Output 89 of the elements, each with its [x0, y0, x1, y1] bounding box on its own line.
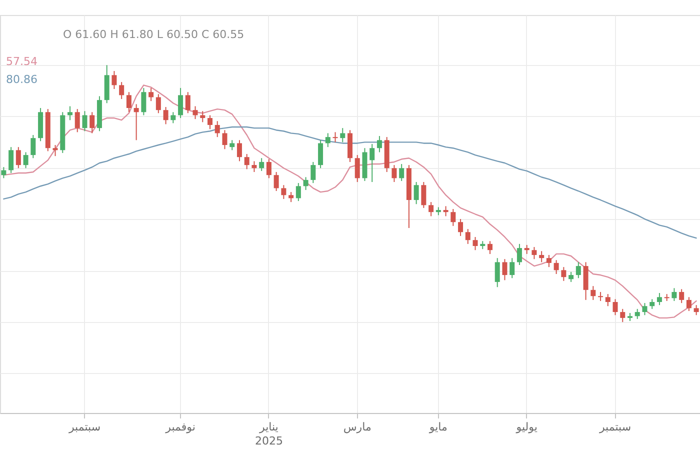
candlestick — [281, 184, 286, 200]
text: 57.54 — [6, 55, 38, 68]
candlestick — [605, 294, 610, 307]
candlestick — [354, 154, 360, 183]
candlestick — [8, 146, 14, 174]
candlestick — [494, 258, 500, 288]
candlestick — [620, 308, 626, 323]
candlestick — [134, 104, 139, 141]
candlestick — [288, 192, 294, 203]
candlestick — [141, 87, 146, 116]
candlestick — [222, 130, 228, 150]
x-tick-label: سبتمبر — [598, 420, 632, 434]
text: O 61.60 H 61.80 L 60.50 C 60.55 — [63, 28, 244, 41]
candlestick — [325, 132, 330, 148]
candlestick — [583, 262, 588, 300]
candlestick — [450, 208, 456, 226]
candlestick — [642, 302, 648, 316]
candlestick — [200, 110, 206, 123]
candlestick — [672, 288, 677, 302]
candlestick — [370, 143, 375, 183]
candlestick — [428, 202, 434, 217]
candlestick — [561, 266, 566, 282]
candlestick — [318, 140, 324, 169]
candlestick — [68, 106, 72, 121]
candlestick — [178, 87, 184, 119]
x-tick-label: نوفمبر — [164, 420, 196, 434]
candlestick — [126, 92, 132, 113]
candlestick — [296, 182, 301, 202]
candlestick — [414, 182, 419, 205]
candlestick — [568, 271, 574, 282]
x-tick-label: مايو — [428, 420, 448, 434]
candlestick — [119, 82, 124, 100]
candlestick — [443, 206, 448, 217]
candlestick — [52, 144, 58, 157]
candlestick — [694, 304, 699, 316]
candlestick — [90, 112, 95, 134]
candlestick — [546, 254, 552, 268]
candlestick — [465, 228, 470, 244]
candlestick — [303, 176, 308, 190]
candlestick — [472, 236, 478, 251]
candlestick — [679, 288, 684, 304]
candlestick — [590, 286, 596, 300]
candlestick — [185, 92, 190, 114]
candlestick — [208, 114, 212, 130]
x-tick-label: مارس — [343, 420, 372, 434]
candlestick — [650, 298, 655, 310]
candlestick — [376, 136, 382, 153]
candlestick — [74, 108, 80, 133]
candlestick — [634, 308, 640, 320]
candlestick — [310, 161, 316, 184]
candlestick — [214, 120, 220, 138]
candlestick — [244, 154, 250, 170]
candlestick — [170, 112, 176, 124]
x-tick-label: سبتمبر — [68, 420, 101, 434]
candlestick — [252, 160, 257, 172]
candlestick — [340, 128, 346, 143]
candlestick — [230, 140, 235, 151]
candlestick — [192, 106, 198, 120]
candlestick — [576, 262, 581, 279]
text: 80.86 — [6, 73, 38, 86]
candlestick — [516, 243, 522, 266]
candlestick — [421, 182, 426, 208]
candlestick — [1, 166, 6, 179]
x-tick-label: يوليو — [515, 420, 538, 434]
candlestick — [259, 158, 264, 172]
candlestick — [16, 146, 21, 169]
candlestick — [612, 298, 618, 316]
candlestick — [458, 218, 464, 236]
candlestick — [510, 258, 515, 279]
candlestick — [236, 140, 242, 162]
candlestick — [532, 246, 537, 260]
candlestick — [266, 158, 272, 179]
candlestick — [392, 164, 397, 183]
candlestick — [502, 258, 508, 281]
candlestick — [399, 164, 404, 182]
candlestick — [686, 296, 692, 312]
candlestick — [554, 260, 559, 274]
candlestick — [656, 292, 662, 306]
candlestick — [82, 110, 88, 132]
candlestick — [112, 70, 117, 90]
candlestick — [274, 171, 279, 192]
candlestick — [332, 132, 338, 143]
candlestick — [156, 94, 161, 114]
candlestick — [539, 250, 544, 263]
candlestick — [23, 152, 28, 169]
candlestick — [488, 240, 492, 254]
candlestick — [163, 106, 168, 125]
candlestick — [148, 87, 154, 102]
candlestick — [30, 134, 36, 159]
